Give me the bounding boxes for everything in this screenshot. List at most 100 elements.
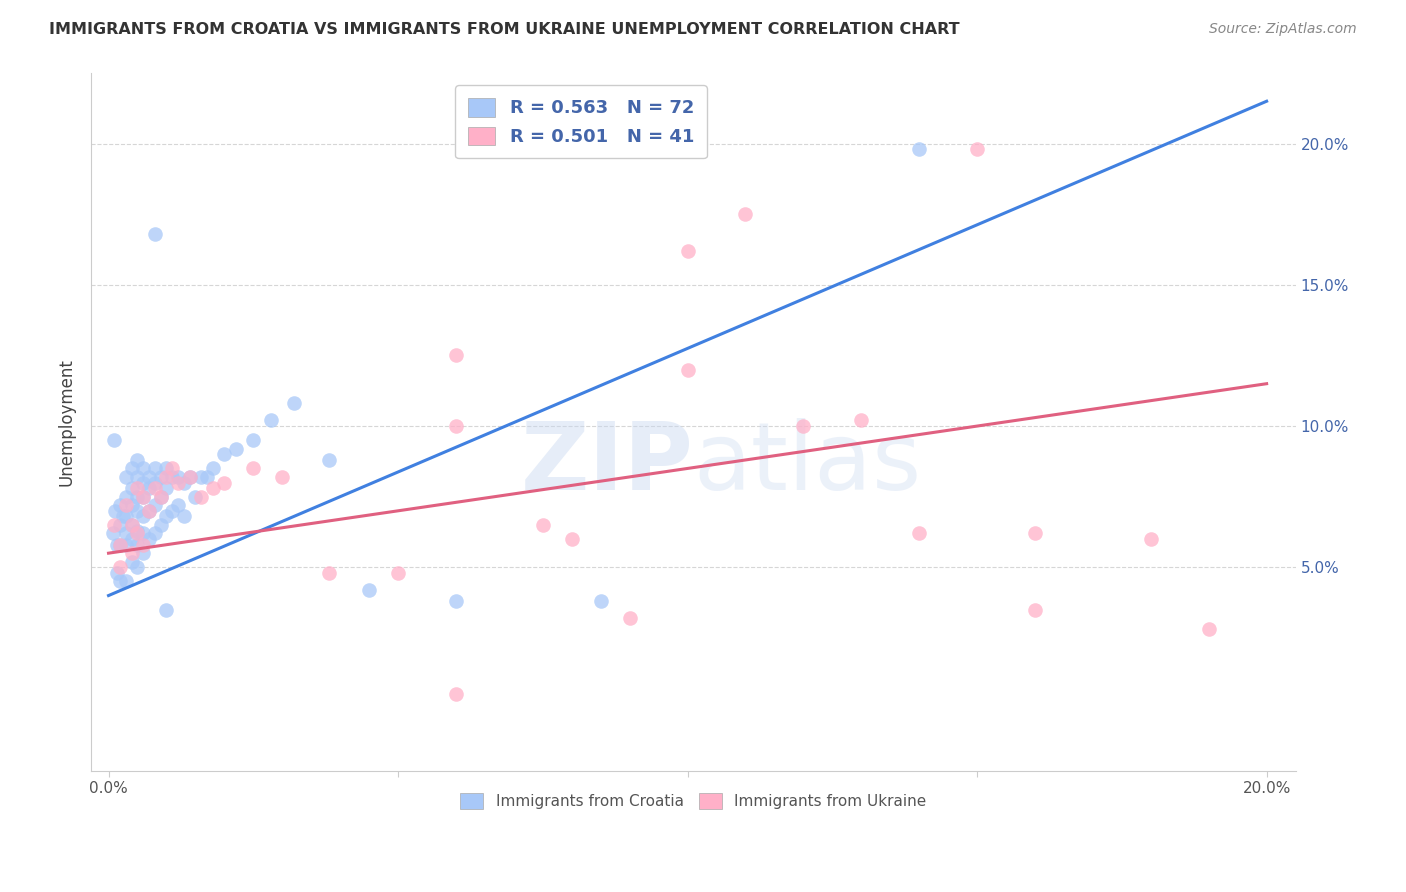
Point bbox=[1198, 623, 1220, 637]
Point bbox=[195, 470, 218, 484]
Point bbox=[173, 475, 195, 490]
Point bbox=[103, 517, 125, 532]
Point bbox=[101, 526, 124, 541]
Point bbox=[127, 538, 149, 552]
Point bbox=[173, 509, 195, 524]
Point bbox=[108, 498, 131, 512]
Point bbox=[108, 538, 131, 552]
Point bbox=[1024, 526, 1046, 541]
Point bbox=[179, 470, 201, 484]
Point bbox=[851, 413, 873, 427]
Point bbox=[132, 490, 155, 504]
Point bbox=[260, 413, 283, 427]
Legend: Immigrants from Croatia, Immigrants from Ukraine: Immigrants from Croatia, Immigrants from… bbox=[454, 787, 932, 815]
Point bbox=[444, 594, 467, 608]
Point bbox=[127, 470, 149, 484]
Point bbox=[444, 419, 467, 434]
Point bbox=[127, 490, 149, 504]
Point bbox=[121, 498, 143, 512]
Point bbox=[138, 470, 160, 484]
Point bbox=[143, 481, 166, 495]
Point bbox=[127, 526, 149, 541]
Point bbox=[242, 433, 264, 447]
Point bbox=[132, 538, 155, 552]
Point bbox=[160, 470, 183, 484]
Point bbox=[132, 546, 155, 560]
Point bbox=[108, 574, 131, 589]
Text: Source: ZipAtlas.com: Source: ZipAtlas.com bbox=[1209, 22, 1357, 37]
Point bbox=[132, 526, 155, 541]
Point bbox=[167, 498, 190, 512]
Point bbox=[966, 142, 988, 156]
Point bbox=[149, 517, 172, 532]
Point bbox=[103, 433, 125, 447]
Point bbox=[132, 509, 155, 524]
Point bbox=[143, 461, 166, 475]
Text: ZIP: ZIP bbox=[520, 417, 693, 509]
Point bbox=[155, 461, 177, 475]
Point bbox=[132, 461, 155, 475]
Point bbox=[387, 566, 409, 580]
Point bbox=[242, 461, 264, 475]
Point bbox=[149, 470, 172, 484]
Point bbox=[104, 504, 127, 518]
Point bbox=[115, 509, 138, 524]
Point bbox=[201, 461, 224, 475]
Point bbox=[121, 517, 143, 532]
Point bbox=[908, 142, 931, 156]
Point bbox=[143, 526, 166, 541]
Point bbox=[115, 498, 138, 512]
Point bbox=[619, 611, 641, 625]
Point bbox=[179, 470, 201, 484]
Point bbox=[127, 453, 149, 467]
Point bbox=[115, 574, 138, 589]
Text: atlas: atlas bbox=[693, 417, 921, 509]
Point bbox=[127, 560, 149, 574]
Point bbox=[214, 475, 236, 490]
Point bbox=[127, 481, 149, 495]
Point bbox=[359, 582, 381, 597]
Point bbox=[105, 566, 128, 580]
Point bbox=[149, 490, 172, 504]
Point bbox=[155, 481, 177, 495]
Point bbox=[143, 227, 166, 241]
Point bbox=[121, 532, 143, 546]
Point bbox=[138, 504, 160, 518]
Point bbox=[105, 538, 128, 552]
Point bbox=[149, 490, 172, 504]
Point bbox=[115, 526, 138, 541]
Point bbox=[155, 470, 177, 484]
Point bbox=[155, 509, 177, 524]
Point bbox=[143, 498, 166, 512]
Point bbox=[1140, 532, 1163, 546]
Point bbox=[121, 481, 143, 495]
Point bbox=[734, 207, 756, 221]
Point bbox=[318, 453, 340, 467]
Point bbox=[155, 602, 177, 616]
Point bbox=[214, 447, 236, 461]
Point bbox=[108, 538, 131, 552]
Point bbox=[160, 461, 183, 475]
Point bbox=[132, 475, 155, 490]
Point bbox=[283, 396, 305, 410]
Point bbox=[132, 490, 155, 504]
Point bbox=[138, 481, 160, 495]
Point bbox=[143, 475, 166, 490]
Y-axis label: Unemployment: Unemployment bbox=[58, 358, 75, 486]
Point bbox=[589, 594, 612, 608]
Point bbox=[121, 555, 143, 569]
Point bbox=[167, 475, 190, 490]
Point bbox=[908, 526, 931, 541]
Point bbox=[318, 566, 340, 580]
Point bbox=[138, 504, 160, 518]
Point bbox=[561, 532, 583, 546]
Text: IMMIGRANTS FROM CROATIA VS IMMIGRANTS FROM UKRAINE UNEMPLOYMENT CORRELATION CHAR: IMMIGRANTS FROM CROATIA VS IMMIGRANTS FR… bbox=[49, 22, 960, 37]
Point bbox=[190, 470, 212, 484]
Point bbox=[190, 490, 212, 504]
Point bbox=[115, 470, 138, 484]
Point bbox=[225, 442, 247, 456]
Point bbox=[676, 362, 699, 376]
Point bbox=[1024, 602, 1046, 616]
Point bbox=[115, 538, 138, 552]
Point bbox=[121, 517, 143, 532]
